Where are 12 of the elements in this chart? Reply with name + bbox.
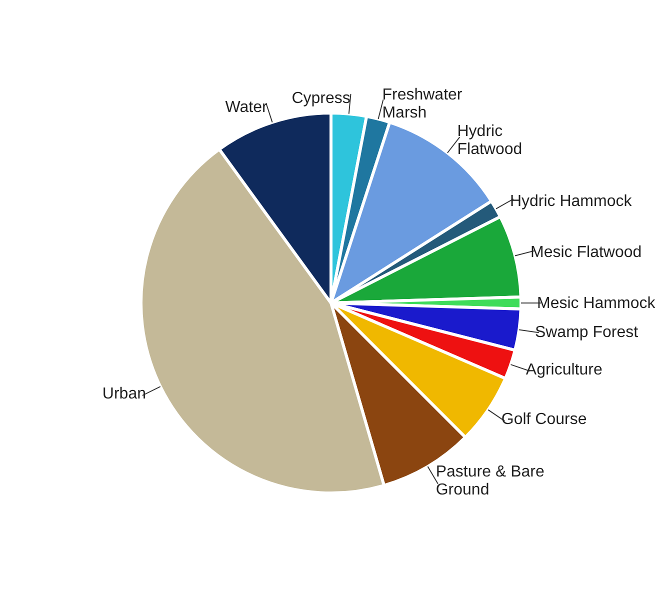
slice-label: Water (225, 99, 268, 116)
slice-label: Urban (102, 386, 146, 403)
slice-label: Golf Course (501, 410, 587, 428)
slice-label: Mesic Hammock (537, 295, 656, 312)
slice-label: Agriculture (526, 362, 602, 379)
slice-label: Hydric Flatwood (457, 123, 522, 158)
slice-label: Pasture & Bare Ground (436, 463, 544, 498)
slice-label: Freshwater Marsh (382, 86, 463, 122)
slice-label: Swamp Forest (534, 324, 639, 342)
slice-label: Mesic Flatwood (530, 244, 642, 261)
slice-label: Hydric Hammock (510, 192, 633, 210)
slice-label: Cypress (292, 90, 350, 107)
